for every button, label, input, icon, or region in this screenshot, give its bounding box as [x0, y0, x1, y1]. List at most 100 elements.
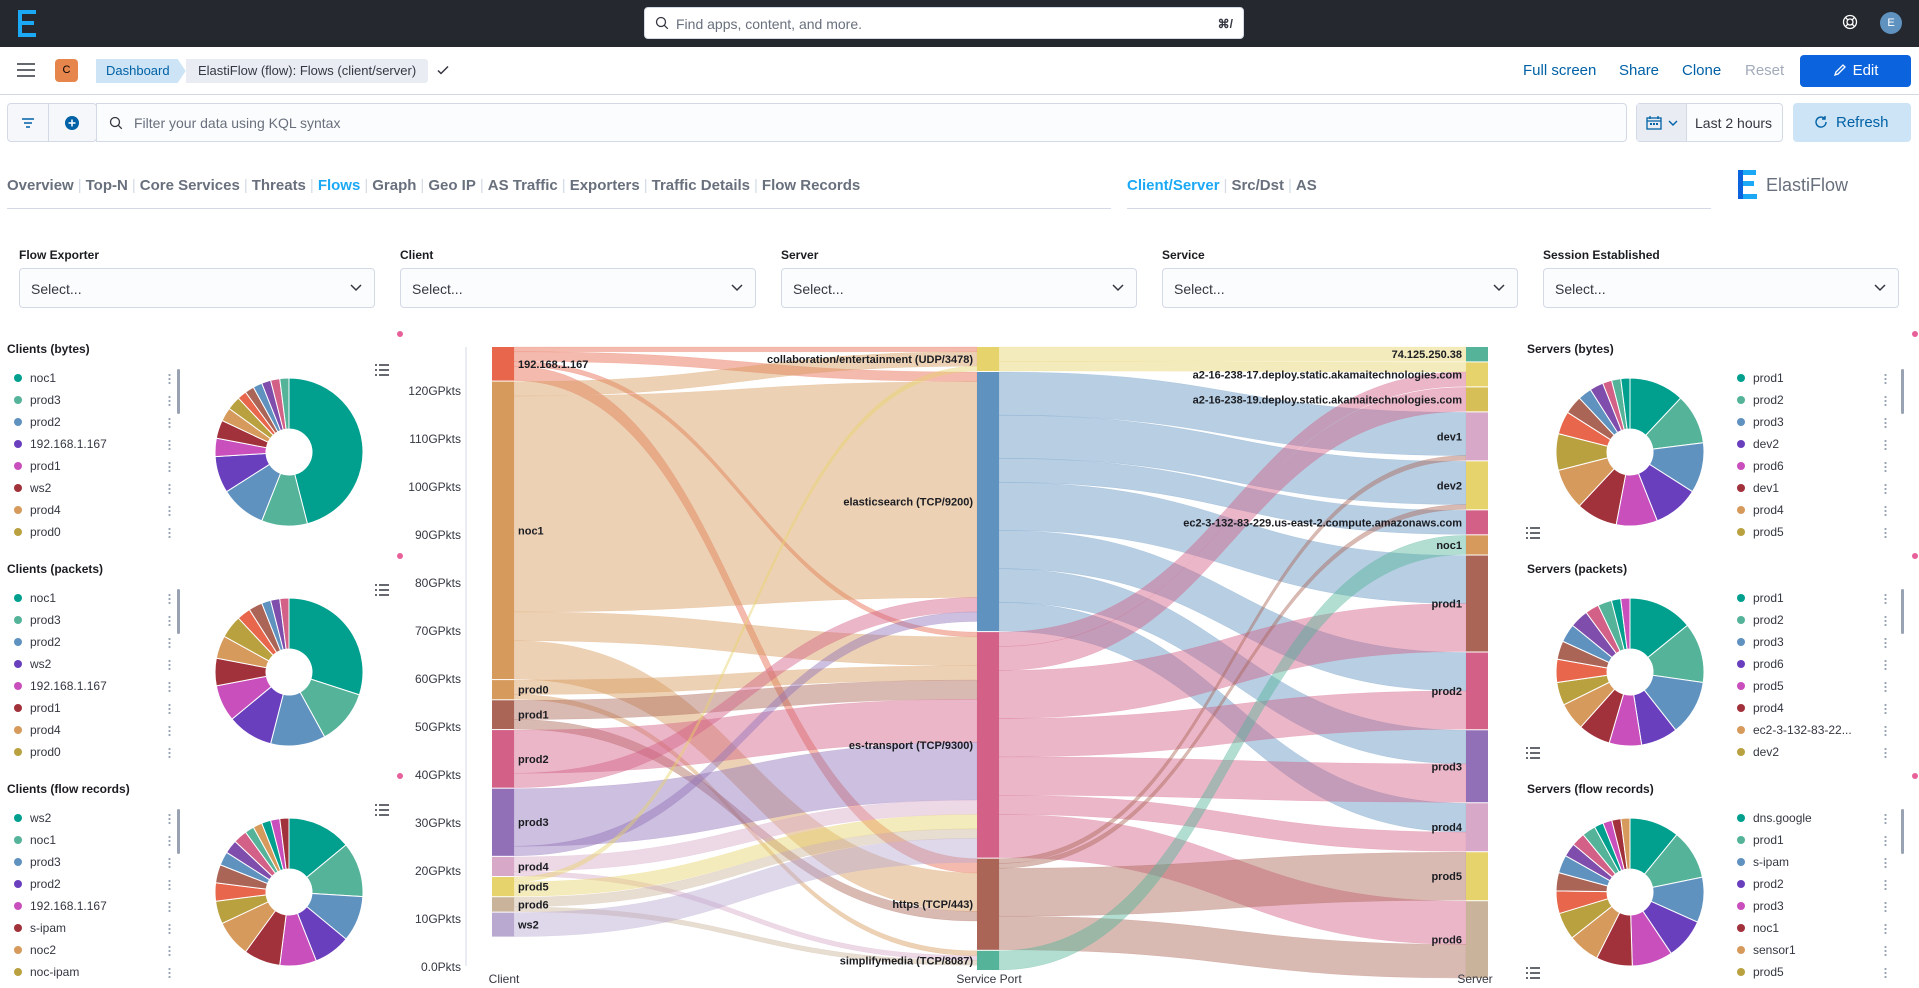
legend-scrollbar[interactable] — [1901, 809, 1904, 854]
more-options-icon[interactable] — [1884, 526, 1887, 538]
sankey-node[interactable] — [1466, 901, 1488, 978]
more-options-icon[interactable] — [168, 614, 171, 626]
legend-item[interactable]: 192.168.1.167 — [14, 433, 171, 455]
sankey-node[interactable] — [492, 877, 514, 897]
legend-item[interactable]: prod3 — [1737, 411, 1887, 433]
legend-scrollbar[interactable] — [177, 589, 180, 634]
pie-slice[interactable] — [1620, 817, 1631, 870]
more-options-icon[interactable] — [168, 944, 171, 956]
legend-item[interactable]: 192.168.1.167 — [14, 895, 171, 917]
more-options-icon[interactable] — [168, 526, 171, 538]
sankey-link[interactable] — [513, 611, 978, 666]
more-options-icon[interactable] — [168, 416, 171, 428]
sankey-node[interactable] — [977, 347, 999, 371]
sankey-node[interactable] — [1466, 347, 1488, 362]
legend-item[interactable]: prod2 — [1737, 389, 1887, 411]
user-avatar[interactable]: E — [1880, 12, 1902, 34]
sankey-link[interactable] — [513, 640, 978, 912]
space-avatar[interactable]: C — [55, 59, 78, 82]
sankey-node[interactable] — [977, 371, 999, 632]
more-options-icon[interactable] — [1884, 746, 1887, 758]
sankey-link[interactable] — [513, 870, 978, 961]
sankey-link[interactable] — [998, 371, 1467, 647]
nav-link-top-n[interactable]: Top-N — [85, 177, 128, 194]
sankey-link[interactable] — [513, 365, 978, 883]
legend-item[interactable]: noc-ipam — [14, 961, 171, 983]
legend-item[interactable]: prod6 — [1737, 653, 1887, 675]
nav-link-as[interactable]: AS — [1295, 177, 1317, 194]
legend-scrollbar[interactable] — [1901, 589, 1904, 634]
sankey-link[interactable] — [513, 838, 978, 937]
nav-link-src-dst[interactable]: Src/Dst — [1231, 177, 1284, 194]
more-options-icon[interactable] — [168, 900, 171, 912]
legend-item[interactable]: prod4 — [1737, 697, 1887, 719]
more-options-icon[interactable] — [1884, 416, 1887, 428]
more-options-icon[interactable] — [1884, 856, 1887, 868]
more-options-icon[interactable] — [168, 658, 171, 670]
sankey-link[interactable] — [998, 346, 1467, 362]
legend-item[interactable]: prod5 — [1737, 961, 1887, 983]
sankey-link[interactable] — [513, 381, 978, 613]
legend-scrollbar[interactable] — [177, 809, 180, 854]
filter-select[interactable]: Select... — [781, 268, 1137, 308]
sankey-link[interactable] — [998, 535, 1467, 971]
sankey-link[interactable] — [513, 742, 978, 847]
legend-item[interactable]: noc1 — [14, 829, 171, 851]
more-options-icon[interactable] — [168, 438, 171, 450]
legend-item[interactable]: prod5 — [1737, 521, 1887, 543]
legend-item[interactable]: prod4 — [1737, 499, 1887, 521]
more-options-icon[interactable] — [168, 680, 171, 692]
pie-slice[interactable] — [279, 377, 290, 430]
refresh-button[interactable]: Refresh — [1793, 103, 1911, 142]
legend-item[interactable]: prod1 — [1737, 829, 1887, 851]
legend-item[interactable]: prod2 — [1737, 609, 1887, 631]
more-options-icon[interactable] — [1884, 680, 1887, 692]
sankey-node[interactable] — [1466, 412, 1488, 461]
more-options-icon[interactable] — [1884, 966, 1887, 978]
sankey-node[interactable] — [1466, 652, 1488, 730]
legend-item[interactable]: dev1 — [1737, 477, 1887, 499]
filter-select[interactable]: Select... — [1162, 268, 1518, 308]
filter-select[interactable]: Select... — [400, 268, 756, 308]
nav-link-geo-ip[interactable]: Geo IP — [428, 177, 476, 194]
full-screen-link[interactable]: Full screen — [1523, 62, 1597, 79]
sankey-node[interactable] — [1466, 555, 1488, 652]
filter-icon[interactable] — [21, 117, 35, 129]
pie-slice[interactable] — [279, 597, 290, 650]
quick-menu-button[interactable] — [1637, 104, 1687, 141]
nav-link-overview[interactable]: Overview — [7, 177, 74, 194]
legend-item[interactable]: prod5 — [1737, 675, 1887, 697]
kql-search-input[interactable]: Filter your data using KQL syntax — [96, 103, 1627, 142]
sankey-link[interactable] — [513, 679, 978, 720]
legend-scrollbar[interactable] — [1901, 369, 1904, 414]
sankey-link[interactable] — [998, 915, 1467, 979]
legend-toggle-icon[interactable] — [1524, 745, 1542, 761]
pie-slice[interactable] — [1620, 377, 1631, 430]
nav-link-traffic-details[interactable]: Traffic Details — [651, 177, 750, 194]
legend-item[interactable]: prod1 — [14, 455, 171, 477]
sankey-node[interactable] — [1466, 803, 1488, 852]
legend-item[interactable]: prod4 — [14, 499, 171, 521]
sankey-node[interactable] — [1466, 387, 1488, 412]
pie-slice[interactable] — [288, 597, 364, 696]
more-options-icon[interactable] — [1884, 944, 1887, 956]
sankey-link[interactable] — [513, 719, 978, 922]
sankey-node[interactable] — [1466, 535, 1488, 555]
sankey-link[interactable] — [513, 351, 978, 397]
legend-item[interactable]: s-ipam — [14, 917, 171, 939]
sankey-node[interactable] — [492, 912, 514, 937]
more-options-icon[interactable] — [168, 878, 171, 890]
nav-link-client-server[interactable]: Client/Server — [1127, 177, 1220, 194]
sankey-node[interactable] — [492, 856, 514, 877]
legend-item[interactable]: dev2 — [1737, 433, 1887, 455]
legend-item[interactable]: noc2 — [14, 939, 171, 961]
more-options-icon[interactable] — [168, 922, 171, 934]
legend-item[interactable]: prod3 — [14, 851, 171, 873]
sankey-link[interactable] — [998, 602, 1467, 833]
more-options-icon[interactable] — [1884, 482, 1887, 494]
sankey-link[interactable] — [998, 458, 1467, 535]
legend-item[interactable]: ec2-3-132-83-22... — [1737, 719, 1887, 741]
legend-item[interactable]: s-ipam — [1737, 851, 1887, 873]
sankey-node[interactable] — [1466, 510, 1488, 535]
nav-link-threats[interactable]: Threats — [251, 177, 306, 194]
